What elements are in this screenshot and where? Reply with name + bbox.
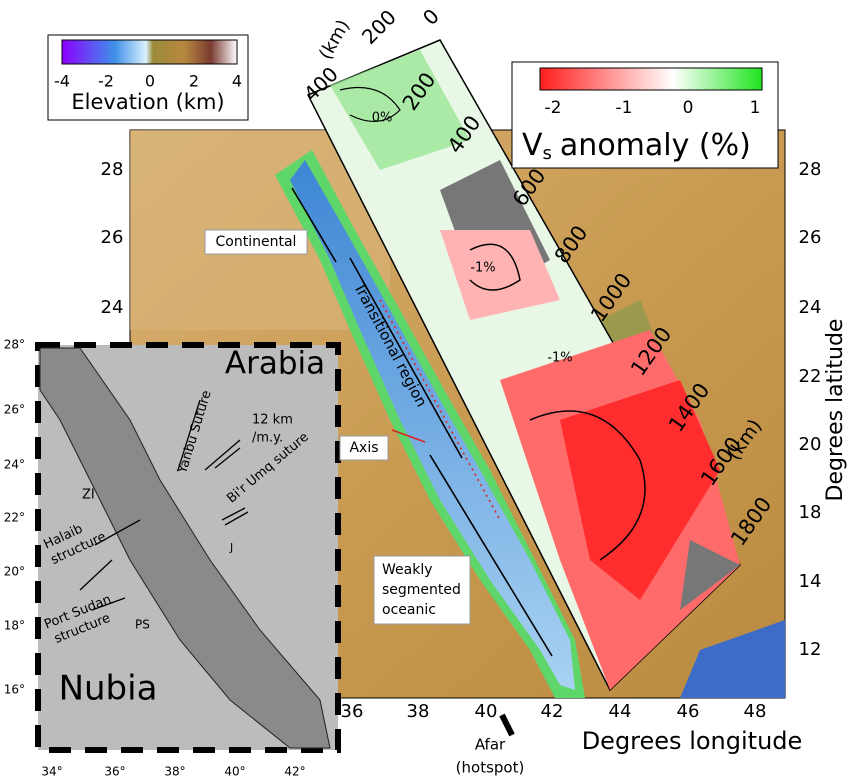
- y-tick-label: 18: [799, 502, 822, 523]
- annotation: segmented: [382, 582, 461, 598]
- feature-label: 12 km: [252, 413, 293, 428]
- tick-label: -4: [54, 72, 70, 91]
- tick-label: -1: [616, 98, 633, 118]
- depth-unit: (km): [315, 16, 354, 63]
- x-tick-label: 46: [677, 701, 700, 722]
- depth-tick-label: 0: [418, 4, 444, 30]
- x-tick-label: 40: [475, 701, 498, 722]
- inset-lat-label: 16°: [4, 683, 25, 697]
- contour-label: -1%: [470, 261, 495, 276]
- y-tick-label: 22: [799, 366, 822, 387]
- region-label: Nubia: [59, 669, 158, 709]
- tick-label: -2: [98, 72, 114, 91]
- contour-label: -1%: [547, 351, 572, 366]
- contour-label: 0%: [372, 111, 393, 126]
- inset-lon-label: 36°: [104, 765, 125, 779]
- inset-lon-label: 40°: [224, 765, 245, 779]
- annotation: (hotspot): [456, 759, 525, 777]
- annotation: Continental: [216, 234, 297, 250]
- figure: Vsanomaly (%) -4-2024Elevation (km)-2-10…: [0, 0, 850, 782]
- tick-label: 4: [232, 72, 242, 91]
- feature-label: /m.y.: [252, 431, 283, 446]
- tick-label: 1: [750, 98, 761, 118]
- y-axis-title: Degrees latitude: [823, 319, 848, 502]
- inset-lat-label: 28°: [4, 338, 25, 352]
- inset-lat-label: 24°: [4, 458, 25, 472]
- feature-label: J: [229, 541, 233, 554]
- x-tick-label: 44: [609, 701, 632, 722]
- y-tick-label: 24: [799, 297, 822, 318]
- tick-label: 0: [683, 98, 694, 118]
- region-label: Arabia: [225, 346, 325, 382]
- tick-label: -2: [545, 98, 562, 118]
- y-tick-label: 26: [799, 227, 822, 248]
- annotation: Weakly: [382, 562, 433, 578]
- inset-lon-label: 34°: [41, 765, 62, 779]
- x-tick-label: 48: [744, 701, 767, 722]
- annotation: oceanic: [382, 602, 436, 618]
- y-tick-label: 20: [799, 434, 822, 455]
- inset-lat-label: 22°: [4, 511, 25, 525]
- annotation: Axis: [349, 440, 378, 456]
- inset-lon-label: 38°: [164, 765, 185, 779]
- y-tick-label: 12: [799, 639, 822, 660]
- annotation: Afar: [475, 736, 506, 754]
- y-tick-label: 24: [101, 297, 124, 318]
- depth-tick-label: 200: [357, 5, 401, 49]
- afar-arrow: [502, 715, 512, 735]
- x-axis-title: Degrees longitude: [582, 727, 803, 755]
- feature-label: ZI: [82, 488, 95, 503]
- x-tick-label: 36: [341, 701, 364, 722]
- tick-label: 2: [189, 72, 199, 91]
- y-tick-label: 14: [799, 571, 822, 592]
- inset-lon-label: 42°: [284, 765, 305, 779]
- y-tick-label: 28: [101, 159, 124, 180]
- feature-label: PS: [135, 618, 150, 632]
- y-tick-label: 28: [799, 159, 822, 180]
- tick-label: 0: [145, 72, 155, 91]
- inset-lat-label: 26°: [4, 403, 25, 417]
- x-tick-label: 38: [407, 701, 430, 722]
- legend-title: Elevation (km): [71, 90, 224, 114]
- colorbar: [62, 40, 237, 64]
- inset-lat-label: 18°: [4, 619, 25, 633]
- y-tick-label: 26: [101, 227, 124, 248]
- colorbar: [540, 68, 762, 90]
- x-tick-label: 42: [541, 701, 564, 722]
- inset-lat-label: 20°: [4, 565, 25, 579]
